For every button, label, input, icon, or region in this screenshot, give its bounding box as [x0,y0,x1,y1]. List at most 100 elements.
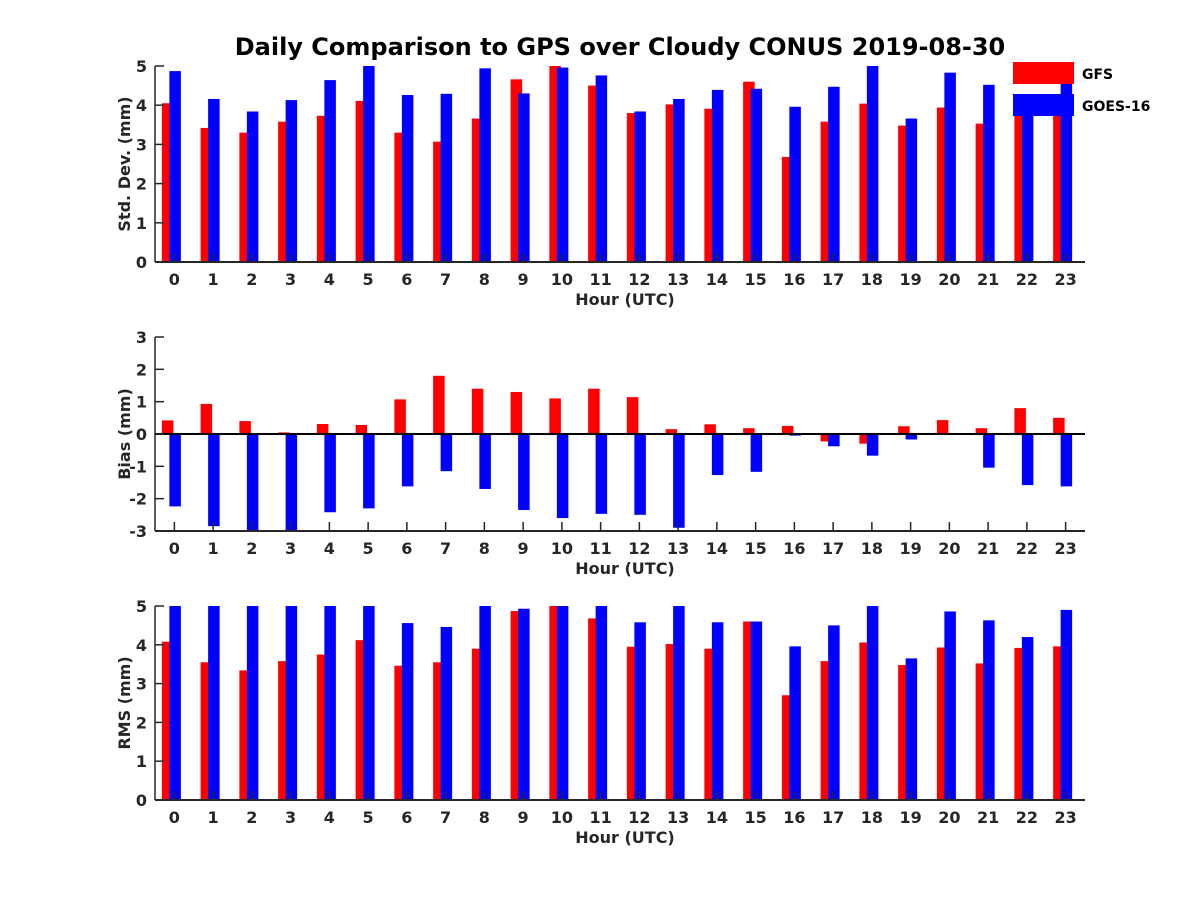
bar-gfs-hour-16 [781,425,794,434]
legend-label-gfs: GFS [1082,67,1113,83]
bar-gfs-hour-14 [704,108,716,262]
y-tick-label: 3 [136,328,147,347]
bar-goes-16-hour-20 [944,72,956,262]
bar-goes-16-hour-14 [711,622,724,800]
x-tick-label: 15 [744,270,766,289]
bar-goes-16-hour-12 [634,622,646,800]
x-tick-label: 20 [938,539,960,558]
bar-goes-16-hour-3 [285,606,298,800]
x-tick-label: 19 [899,539,921,558]
bar-gfs-hour-12 [626,646,639,800]
bar-gfs-hour-18 [859,434,871,444]
y-tick-label: 0 [136,791,147,810]
bar-goes-16-hour-13 [673,98,685,263]
x-tick-label: 1 [208,539,219,558]
x-tick-label: 15 [744,808,766,827]
bar-gfs-hour-20 [936,647,949,800]
bar-goes-16-hour-23 [1060,609,1073,800]
y-tick-label: 5 [136,597,147,616]
bar-goes-16-hour-3 [285,434,298,531]
legend: GFS GOES-16 [1013,62,1150,116]
y-tick-label: -1 [129,457,147,476]
bar-gfs-hour-22 [1014,408,1026,434]
bar-gfs-hour-21 [975,663,988,800]
x-tick-label: 10 [551,808,573,827]
bar-goes-16-hour-20 [944,611,956,800]
x-tick-label: 0 [169,539,180,558]
bar-goes-16-hour-4 [324,606,336,800]
x-tick-label: 2 [246,539,257,558]
bar-gfs-hour-19 [898,426,910,434]
bar-gfs-hour-23 [1053,417,1065,434]
bar-gfs-hour-9 [510,611,523,800]
bar-gfs-hour-2 [239,670,251,800]
bar-gfs-hour-18 [859,642,871,800]
bar-gfs-hour-8 [471,648,484,800]
bar-goes-16-hour-6 [401,434,414,487]
bar-gfs-hour-18 [859,103,871,262]
y-tick-label: 3 [136,135,147,154]
bar-gfs-hour-16 [781,695,794,800]
x-tick-label: 21 [977,539,999,558]
bar-goes-16-hour-6 [401,623,414,800]
x-tick-label: 11 [589,539,611,558]
x-tick-label: 1 [208,270,219,289]
bar-gfs-hour-23 [1053,113,1065,262]
bar-gfs-hour-21 [975,123,988,263]
bar-goes-16-hour-12 [634,434,646,515]
bar-goes-16-hour-21 [983,84,995,262]
x-tick-label: 13 [667,539,689,558]
bar-goes-16-hour-22 [1021,637,1034,800]
legend-swatch-goes-16 [1013,94,1074,116]
bar-gfs-hour-12 [626,397,639,434]
bar-gfs-hour-13 [665,104,678,262]
bar-goes-16-hour-7 [440,434,453,472]
x-tick-label: 3 [285,270,296,289]
x-tick-label: 20 [938,808,960,827]
bar-goes-16-hour-23 [1060,434,1073,487]
bar-gfs-hour-8 [471,388,484,434]
x-tick-label: 23 [1054,808,1076,827]
bar-goes-16-hour-5 [363,434,375,509]
y-axis-label: RMS (mm) [115,656,134,749]
x-tick-label: 2 [246,808,257,827]
bar-goes-16-hour-5 [363,66,375,262]
bar-goes-16-hour-14 [711,434,724,476]
bar-gfs-hour-22 [1014,110,1026,262]
x-tick-label: 22 [1016,808,1038,827]
bar-goes-16-hour-16 [789,646,801,800]
bar-goes-16-hour-8 [479,68,491,262]
bar-gfs-hour-10 [549,398,561,434]
bar-gfs-hour-14 [704,648,716,800]
bar-goes-16-hour-7 [440,626,453,800]
y-tick-label: 4 [136,636,147,655]
x-tick-label: 13 [667,808,689,827]
x-tick-label: 10 [551,270,573,289]
x-tick-label: 14 [706,539,728,558]
bar-gfs-hour-0 [161,103,174,263]
x-tick-label: 9 [518,539,529,558]
x-tick-label: 10 [551,539,573,558]
x-tick-label: 20 [938,270,960,289]
bar-goes-16-hour-0 [169,71,181,262]
bar-gfs-hour-11 [588,388,600,434]
y-tick-label: 2 [136,175,147,194]
x-tick-label: 17 [822,270,844,289]
bar-gfs-hour-15 [743,428,755,434]
x-tick-label: 19 [899,270,921,289]
y-tick-label: 0 [136,425,147,444]
bar-goes-16-hour-1 [208,606,220,800]
bar-gfs-hour-4 [316,423,329,434]
bar-goes-16-hour-8 [479,434,491,489]
y-tick-label: 2 [136,713,147,732]
y-tick-label: 5 [136,57,147,76]
bar-goes-16-hour-9 [518,608,530,800]
x-tick-label: 23 [1054,539,1076,558]
x-tick-label: 6 [401,270,412,289]
y-tick-label: -3 [129,522,147,541]
bar-goes-16-hour-6 [401,95,414,262]
bar-gfs-hour-12 [626,113,639,262]
x-tick-label: 18 [861,808,883,827]
